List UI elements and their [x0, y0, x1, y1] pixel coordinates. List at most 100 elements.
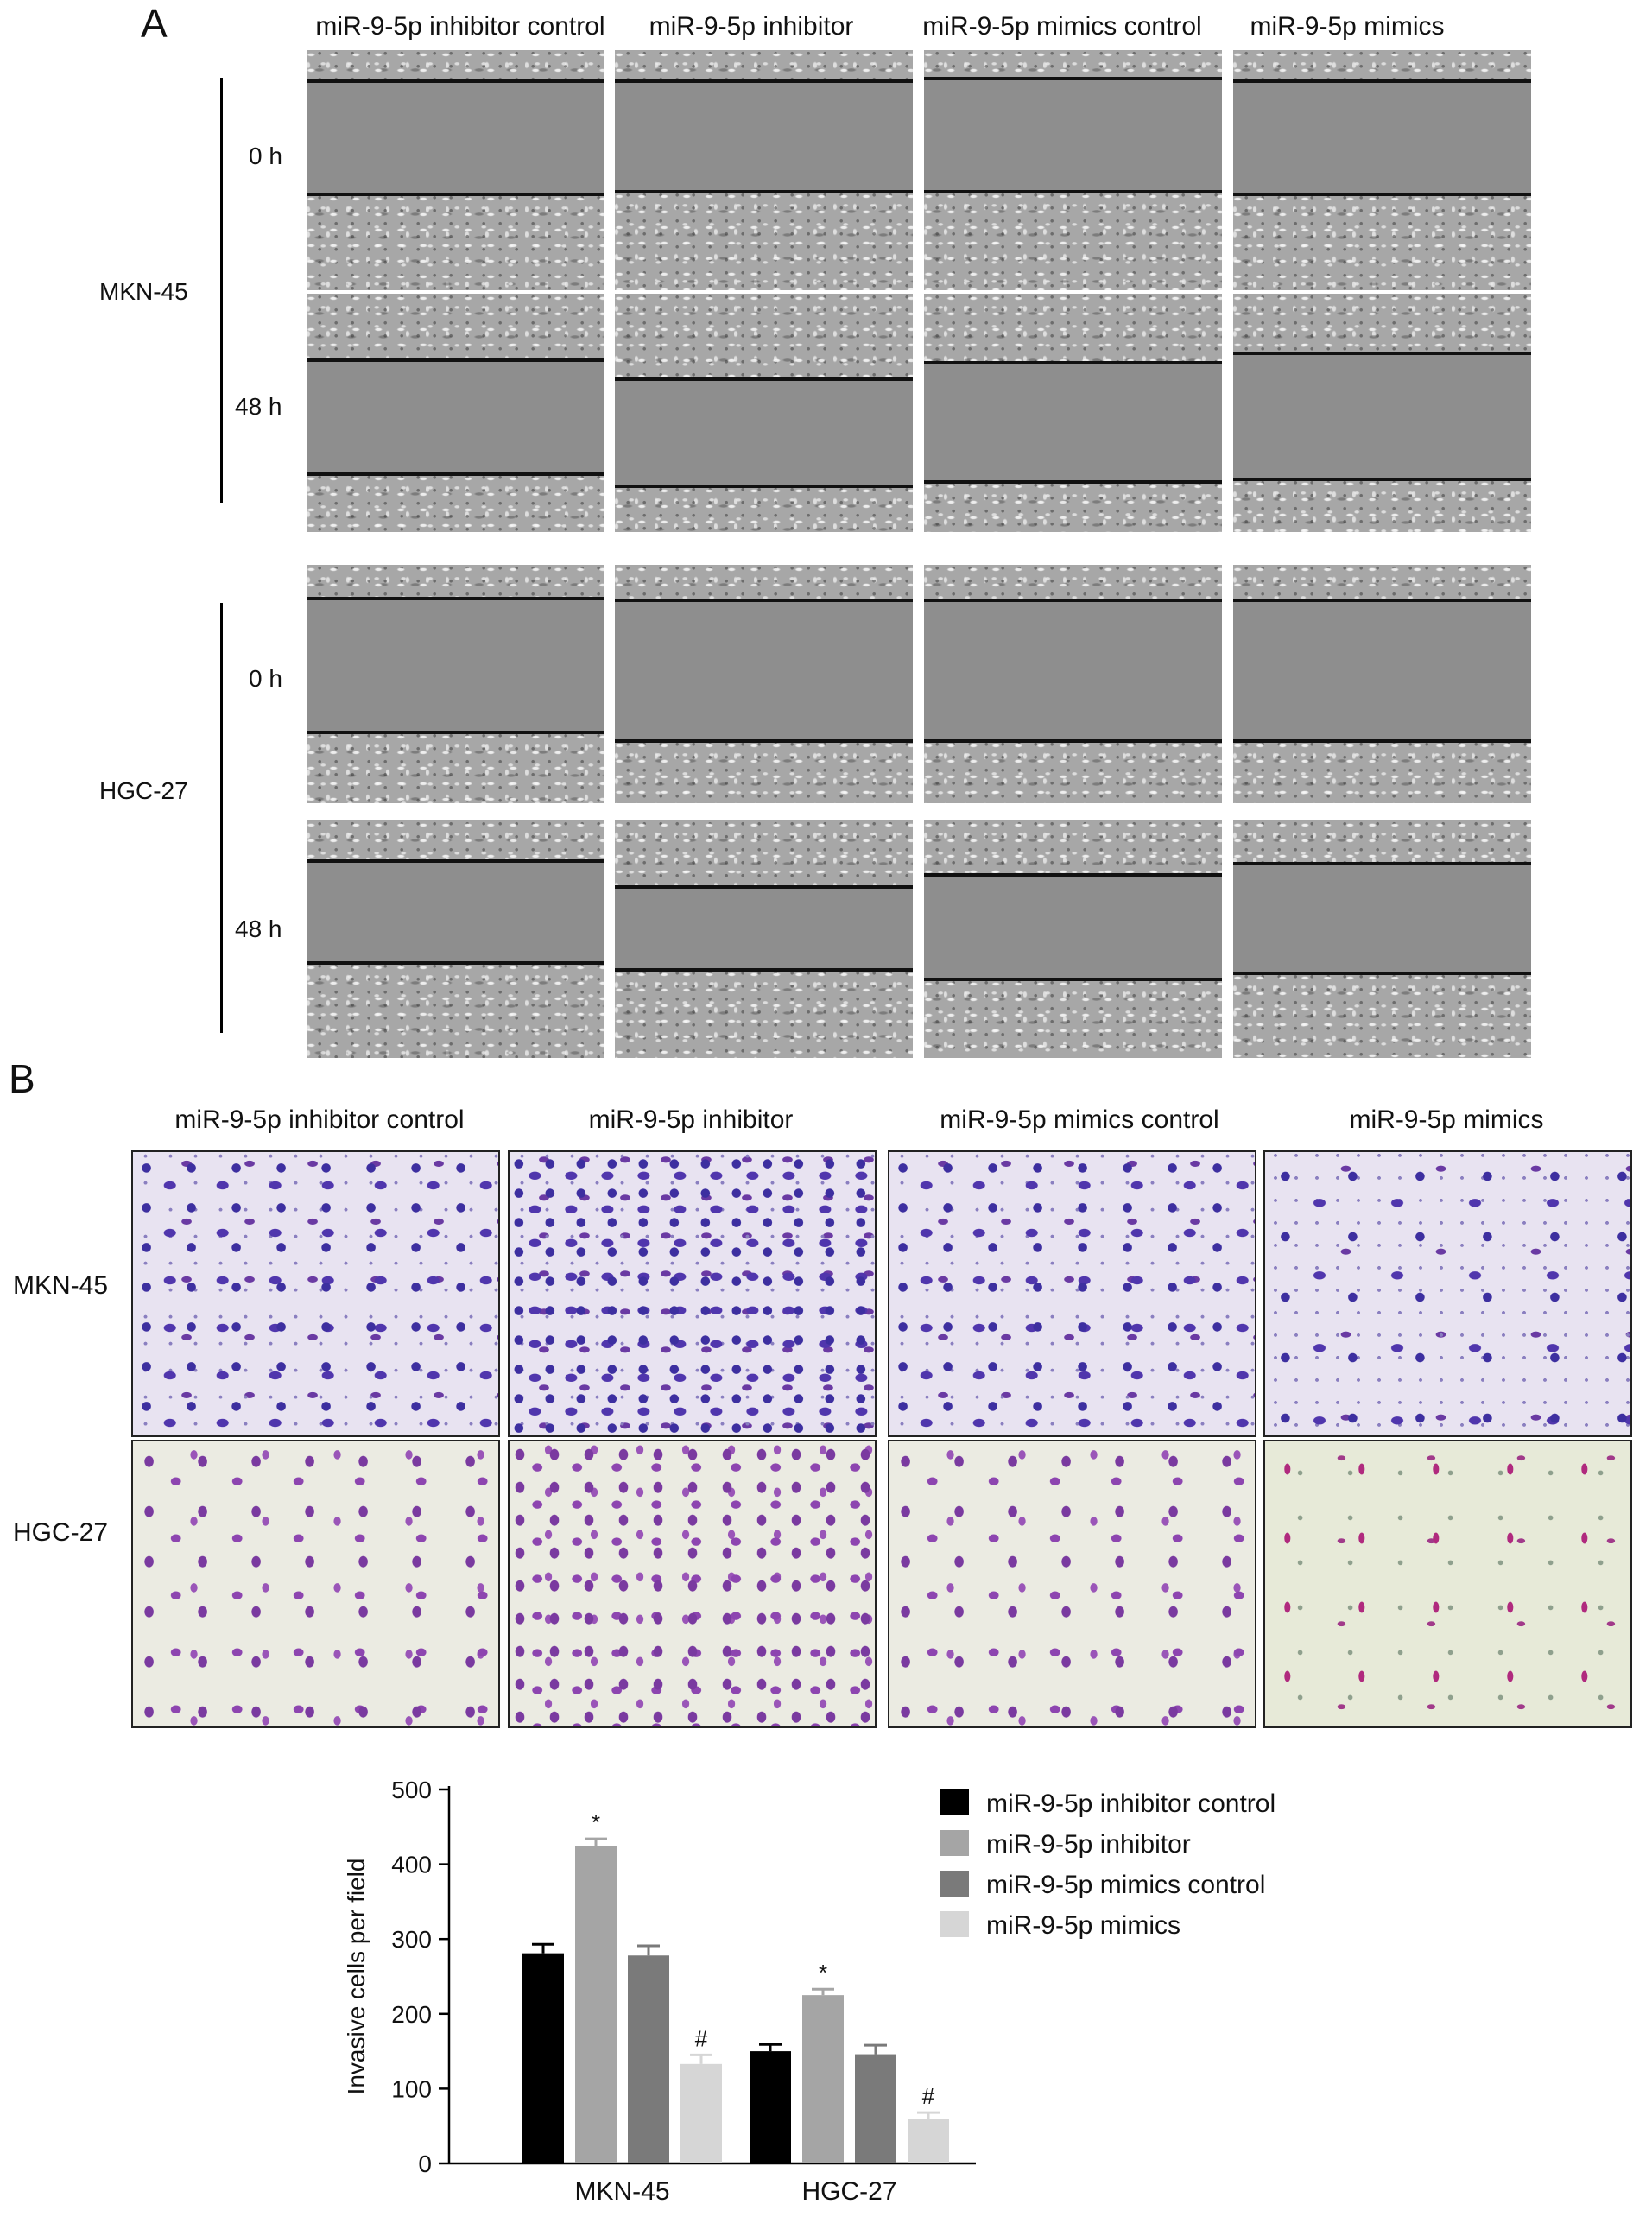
wound-edge-line — [615, 885, 913, 889]
wound-micrograph — [307, 50, 604, 290]
cell-monolayer — [307, 294, 604, 360]
wound-micrograph — [924, 565, 1222, 803]
wound-edge-line — [1233, 478, 1531, 481]
wound-timepoint-label: 48 h — [235, 393, 282, 420]
wound-micrograph — [307, 565, 604, 803]
cell-monolayer — [924, 50, 1222, 79]
cell-monolayer — [1233, 50, 1531, 81]
x-category-label: HGC-27 — [801, 2177, 896, 2206]
scratch-gap — [924, 600, 1222, 741]
panel-b-column-label: miR-9-5p mimics control — [940, 1105, 1219, 1134]
scratch-gap — [307, 599, 604, 732]
legend-swatch — [940, 1871, 969, 1897]
cell-monolayer — [924, 192, 1222, 290]
cell-monolayer — [307, 963, 604, 1058]
wound-edge-line — [924, 361, 1222, 364]
cell-monolayer — [307, 732, 604, 803]
cell-monolayer — [307, 50, 604, 81]
wound-micrograph — [615, 565, 913, 803]
wound-edge-line — [924, 77, 1222, 80]
panel-b-column-label: miR-9-5p mimics — [1349, 1105, 1544, 1134]
cell-monolayer — [1233, 820, 1531, 864]
wound-edge-line — [615, 739, 913, 743]
legend-swatch — [940, 1911, 969, 1937]
scratch-gap — [615, 81, 913, 192]
cell-monolayer — [615, 820, 913, 887]
invasion-micrograph — [131, 1150, 500, 1437]
mkn45-bracket-line — [220, 78, 223, 503]
scratch-gap — [615, 887, 913, 970]
invasion-micrograph — [131, 1440, 500, 1728]
scratch-gap — [924, 363, 1222, 482]
invasion-micrograph — [1263, 1150, 1632, 1437]
invasion-micrograph — [508, 1150, 877, 1437]
cell-monolayer — [307, 474, 604, 532]
significance-marker: * — [819, 1960, 827, 1986]
cell-monolayer — [1233, 973, 1531, 1058]
cell-monolayer — [307, 565, 604, 599]
y-tick-label: 200 — [391, 2001, 432, 2028]
y-tick-label: 300 — [391, 1926, 432, 1953]
wound-micrograph — [924, 50, 1222, 290]
cell-monolayer — [924, 565, 1222, 600]
cell-monolayer — [307, 820, 604, 861]
invasion-micrograph — [1263, 1440, 1632, 1728]
wound-edge-line — [307, 859, 604, 863]
wound-edge-line — [924, 873, 1222, 877]
wound-edge-line — [924, 599, 1222, 602]
wound-edge-line — [1233, 972, 1531, 975]
cell-monolayer — [1233, 294, 1531, 353]
scratch-gap — [615, 600, 913, 741]
wound-micrograph — [1233, 294, 1531, 532]
wound-edge-line — [615, 190, 913, 193]
legend-swatch — [940, 1789, 969, 1815]
panel-a-column-label: miR-9-5p inhibitor — [649, 12, 854, 41]
wound-edge-line — [615, 599, 913, 602]
invasion-micrograph — [888, 1150, 1256, 1437]
cell-monolayer — [924, 294, 1222, 363]
wound-edge-line — [307, 597, 604, 600]
bar — [855, 2054, 896, 2163]
panel-b-column-label: miR-9-5p inhibitor — [588, 1105, 794, 1134]
wound-timepoint-label: 0 h — [249, 665, 282, 692]
scratch-gap — [615, 379, 913, 486]
y-axis-label: Invasive cells per field — [343, 1859, 370, 2095]
wound-micrograph — [924, 294, 1222, 532]
wound-micrograph — [615, 294, 913, 532]
bar — [680, 2063, 722, 2163]
cell-monolayer — [1233, 479, 1531, 532]
wound-edge-line — [307, 731, 604, 734]
y-tick-label: 400 — [391, 1852, 432, 1878]
panel-b-letter: B — [9, 1056, 35, 1101]
x-category-label: MKN-45 — [574, 2177, 669, 2206]
significance-marker: * — [592, 1809, 600, 1835]
wound-edge-line — [1233, 352, 1531, 355]
scratch-gap — [1233, 81, 1531, 194]
cell-monolayer — [1233, 194, 1531, 290]
cell-monolayer — [615, 192, 913, 290]
wound-timepoint-label: 0 h — [249, 143, 282, 169]
bar — [908, 2119, 949, 2163]
legend-label: miR-9-5p inhibitor control — [986, 1789, 1275, 1818]
wound-edge-line — [1233, 599, 1531, 602]
cell-monolayer — [1233, 565, 1531, 600]
legend-label: miR-9-5p inhibitor — [986, 1830, 1191, 1859]
cell-monolayer — [615, 741, 913, 803]
wound-edge-line — [1233, 862, 1531, 865]
wound-edge-line — [307, 193, 604, 196]
wound-edge-line — [1233, 79, 1531, 83]
wound-edge-line — [924, 978, 1222, 981]
y-tick-label: 100 — [391, 2075, 432, 2102]
hgc27-bracket-line — [220, 603, 223, 1033]
significance-marker: # — [695, 2025, 708, 2051]
cell-monolayer — [924, 979, 1222, 1058]
bar — [750, 2051, 791, 2163]
scratch-gap — [307, 81, 604, 194]
cell-monolayer — [1233, 741, 1531, 803]
cell-monolayer — [307, 194, 604, 290]
wound-edge-line — [615, 968, 913, 972]
scratch-gap — [924, 79, 1222, 192]
panel-a-column-label: miR-9-5p inhibitor control — [315, 12, 605, 41]
wound-edge-line — [1233, 193, 1531, 196]
wound-micrograph — [307, 294, 604, 532]
